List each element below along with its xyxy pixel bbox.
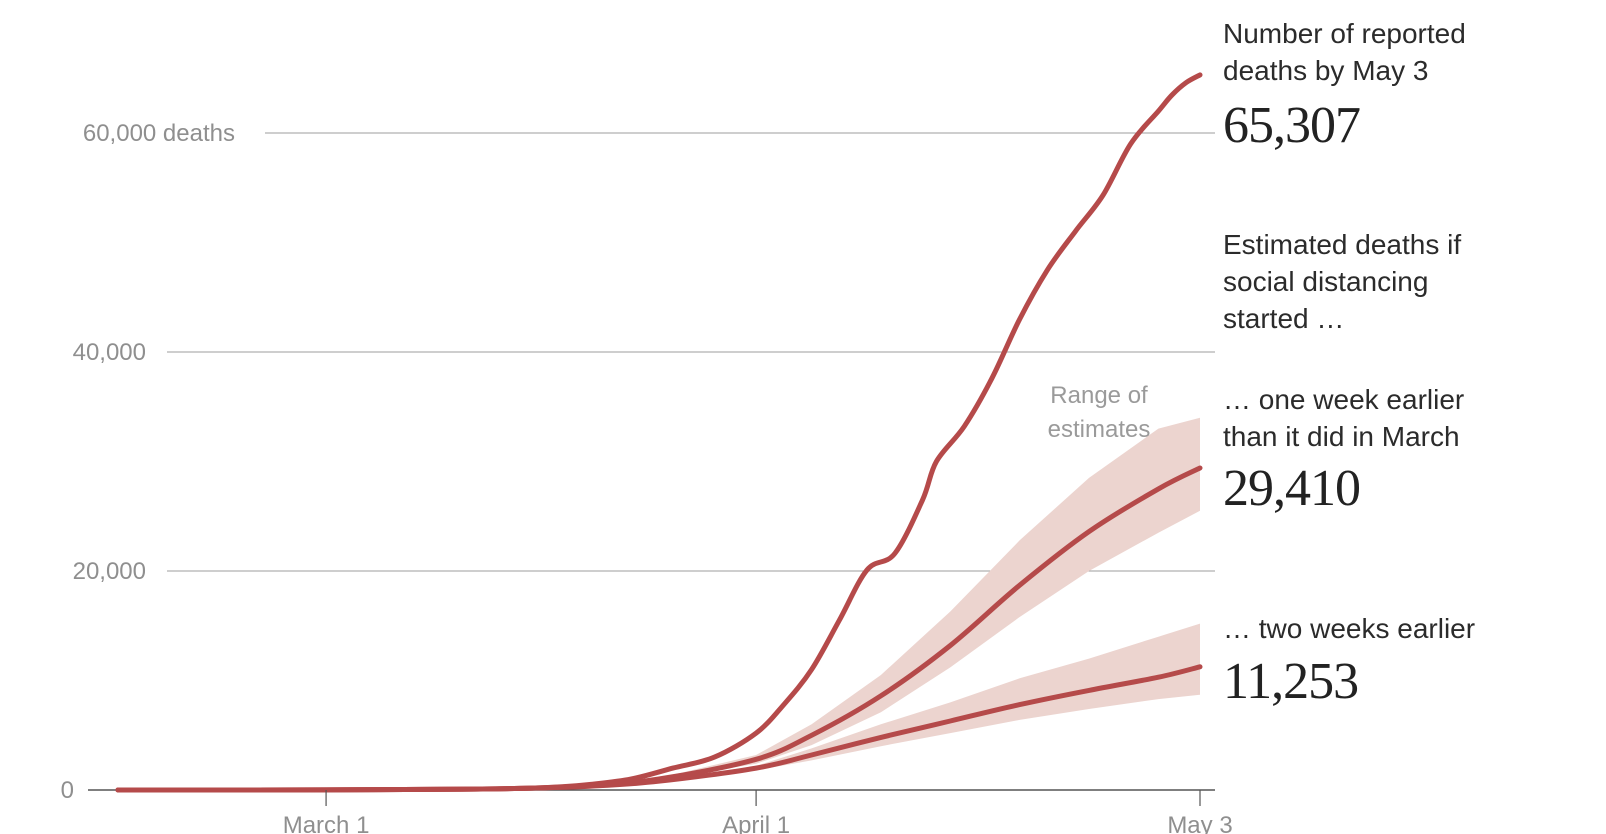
range-label-line-2: estimates bbox=[1048, 416, 1151, 443]
estimate-bands bbox=[118, 417, 1200, 790]
line-reported bbox=[115, 72, 1203, 793]
x-tick-label-2: May 3 bbox=[1167, 812, 1232, 834]
y-tick-label-3: 60,000 deaths bbox=[83, 120, 235, 147]
line-one_week bbox=[115, 465, 1203, 793]
series-lines bbox=[115, 72, 1203, 793]
estimated-heading: Estimated deaths if social distancing st… bbox=[1223, 229, 1462, 334]
two-weeks-heading: … two weeks earlier bbox=[1223, 613, 1476, 644]
x-tick-label-0: March 1 bbox=[283, 812, 370, 834]
one-week-heading: … one week earlier than it did in March bbox=[1223, 384, 1465, 452]
y-tick-label-0: 0 bbox=[61, 777, 74, 804]
y-tick-label-2: 40,000 bbox=[73, 339, 146, 366]
reported-heading: Number of reported deaths by May 3 bbox=[1223, 18, 1466, 86]
band-one_week bbox=[118, 417, 1200, 790]
one-week-value: 29,410 bbox=[1223, 460, 1361, 517]
y-tick-label-1: 20,000 bbox=[73, 558, 146, 585]
x-axis bbox=[325, 790, 1201, 806]
range-label-line-1: Range of bbox=[1050, 382, 1148, 409]
reported-value: 65,307 bbox=[1223, 97, 1361, 154]
two-weeks-value: 11,253 bbox=[1223, 653, 1359, 710]
axis-labels: 0 20,000 40,000 60,000 deaths March 1 April 1… bbox=[61, 120, 1233, 834]
x-tick-label-1: April 1 bbox=[722, 812, 790, 834]
band-two_weeks bbox=[118, 623, 1200, 790]
